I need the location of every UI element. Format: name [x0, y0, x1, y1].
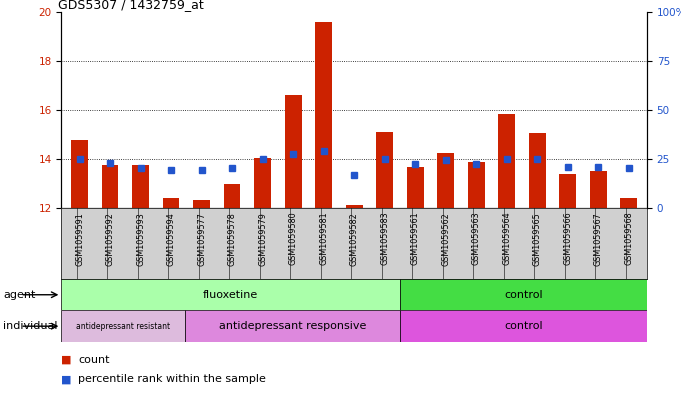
Text: ■: ■	[61, 354, 72, 365]
Bar	[407, 167, 424, 208]
Text: GSM1059565: GSM1059565	[533, 212, 541, 266]
Bar	[400, 310, 647, 342]
Bar	[224, 184, 240, 208]
Text: GSM1059568: GSM1059568	[624, 212, 633, 265]
Text: GSM1059578: GSM1059578	[227, 212, 236, 266]
Text: GSM1059580: GSM1059580	[289, 212, 298, 265]
Text: antidepressant resistant: antidepressant resistant	[76, 322, 170, 331]
Text: GSM1059581: GSM1059581	[319, 212, 328, 265]
Text: GSM1059593: GSM1059593	[136, 212, 145, 266]
Bar	[61, 310, 185, 342]
Text: individual: individual	[3, 321, 58, 331]
Text: GSM1059566: GSM1059566	[563, 212, 572, 265]
Bar	[620, 198, 637, 208]
Text: count: count	[78, 354, 110, 365]
Bar	[254, 158, 271, 208]
Bar	[101, 165, 118, 208]
Text: control: control	[505, 321, 543, 331]
Bar	[163, 198, 180, 208]
Bar	[437, 153, 454, 208]
Text: GSM1059594: GSM1059594	[167, 212, 176, 266]
Text: GSM1059567: GSM1059567	[594, 212, 603, 266]
Bar	[376, 132, 393, 208]
Bar	[468, 162, 484, 208]
Bar	[285, 95, 302, 208]
Text: GSM1059564: GSM1059564	[502, 212, 511, 265]
Bar	[590, 171, 607, 208]
Text: GSM1059582: GSM1059582	[349, 212, 359, 266]
Bar	[315, 22, 332, 208]
Bar	[132, 165, 149, 208]
Text: GSM1059592: GSM1059592	[106, 212, 114, 266]
Text: GSM1059579: GSM1059579	[258, 212, 267, 266]
Text: antidepressant responsive: antidepressant responsive	[219, 321, 366, 331]
Bar	[400, 279, 647, 310]
Text: GSM1059591: GSM1059591	[75, 212, 84, 266]
Text: GSM1059577: GSM1059577	[197, 212, 206, 266]
Bar	[528, 133, 545, 208]
Text: control: control	[505, 290, 543, 300]
Bar	[498, 114, 515, 208]
Text: percentile rank within the sample: percentile rank within the sample	[78, 374, 266, 384]
Bar	[559, 174, 576, 208]
Bar	[193, 200, 210, 208]
Bar	[346, 205, 362, 208]
Text: agent: agent	[3, 290, 36, 300]
Bar	[61, 279, 400, 310]
Text: GSM1059583: GSM1059583	[380, 212, 389, 265]
Text: GDS5307 / 1432759_at: GDS5307 / 1432759_at	[59, 0, 204, 11]
Text: GSM1059561: GSM1059561	[411, 212, 419, 265]
Bar	[185, 310, 400, 342]
Bar	[72, 140, 88, 208]
Text: GSM1059562: GSM1059562	[441, 212, 450, 266]
Text: fluoxetine: fluoxetine	[203, 290, 259, 300]
Text: ■: ■	[61, 374, 72, 384]
Text: GSM1059563: GSM1059563	[472, 212, 481, 265]
